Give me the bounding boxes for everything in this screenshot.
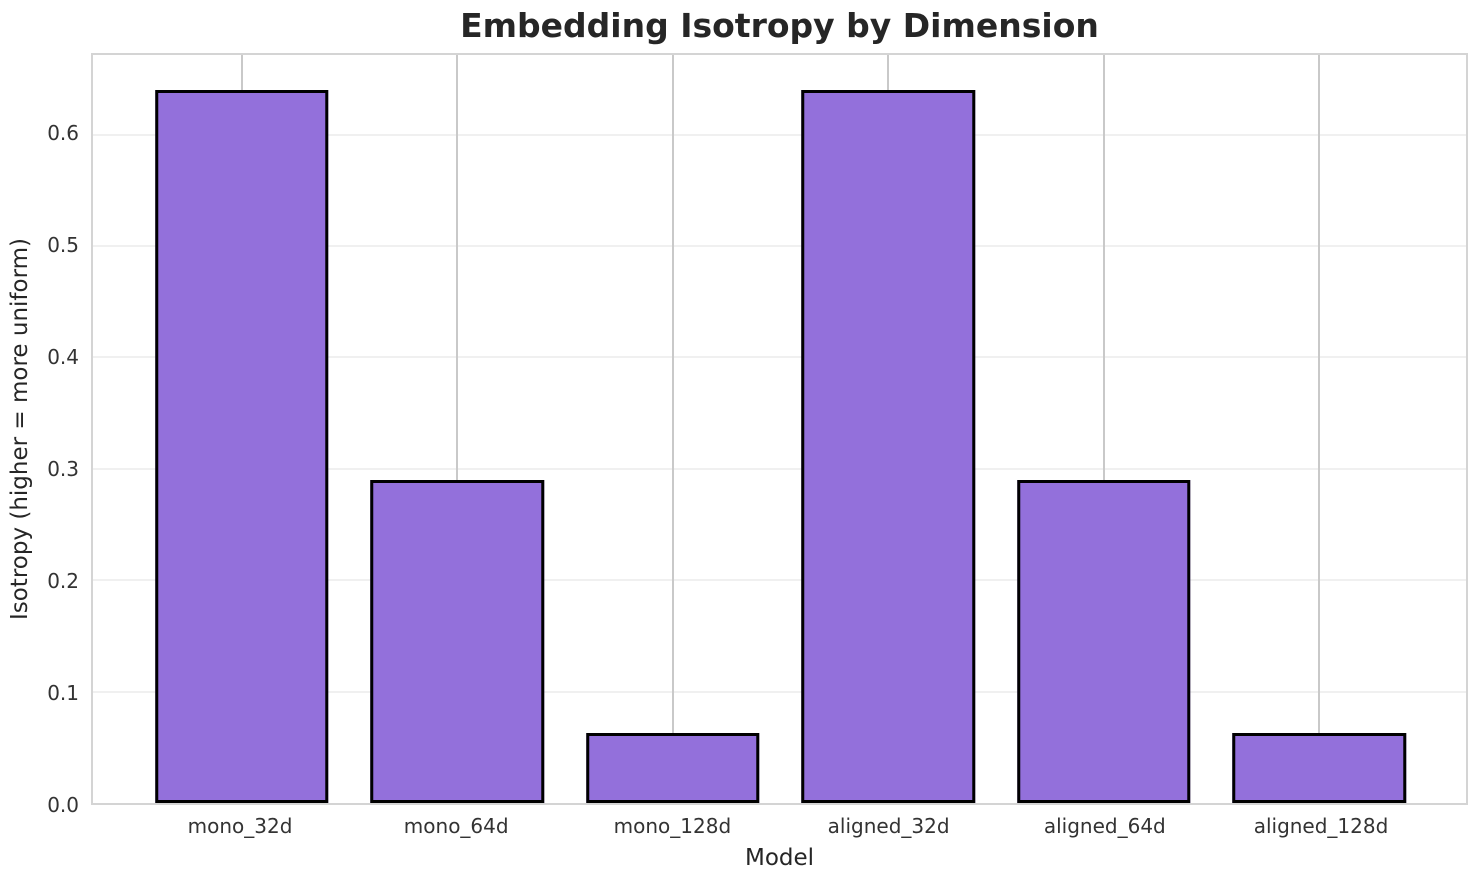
x-axis-label: Model [744,845,815,871]
bar-aligned_64d [1017,479,1191,803]
x-tick-label-mono_64d: mono_64d [403,814,509,838]
h-gridline [93,133,1466,136]
bar-mono_128d [585,732,760,803]
x-tick-label-aligned_32d: aligned_32d [827,814,950,838]
y-axis-label: Isotropy (higher = more uniform) [7,237,33,621]
x-tick-label-aligned_64d: aligned_64d [1043,814,1166,838]
bar-mono_64d [370,479,544,803]
x-tick-label-aligned_128d: aligned_128d [1253,814,1389,838]
y-tick-label: 0.5 [47,232,79,257]
v-gridline [456,55,459,803]
v-gridline [671,55,674,803]
y-tick-label: 0.0 [47,793,79,817]
bar-mono_32d [154,89,329,803]
chart-title: Embedding Isotropy by Dimension [460,6,1099,45]
h-gridline [93,467,1466,470]
h-gridline [93,356,1466,359]
y-tick-label: 0.4 [47,344,79,369]
h-gridline [93,244,1466,247]
y-tick-label: 0.2 [47,568,79,593]
x-tick-label-mono_128d: mono_128d [613,814,732,838]
plot-area [91,53,1468,805]
y-tick-label: 0.1 [47,680,79,705]
h-gridline [93,690,1466,693]
x-tick-label-mono_32d: mono_32d [187,814,293,838]
y-tick-label: 0.6 [47,120,79,145]
h-gridline [93,579,1466,582]
bar-aligned_128d [1232,732,1407,803]
v-gridline [1102,55,1105,803]
y-tick-label: 0.3 [47,456,79,481]
bar-aligned_32d [801,89,976,803]
v-gridline [1318,55,1321,803]
